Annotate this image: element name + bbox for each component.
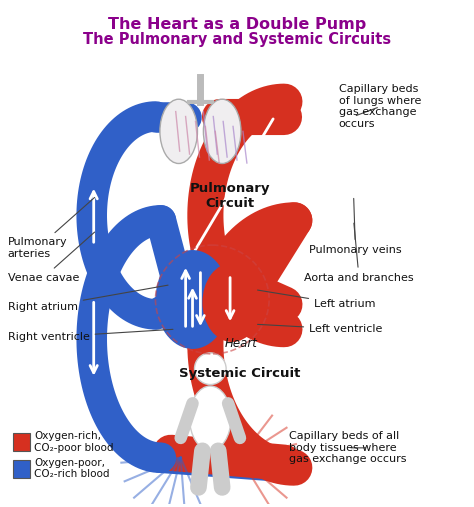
Text: Right ventricle: Right ventricle	[8, 330, 173, 342]
Text: Aorta and branches: Aorta and branches	[304, 223, 414, 283]
Ellipse shape	[155, 250, 229, 349]
Ellipse shape	[160, 99, 198, 163]
Text: Oxygen-rich,
CO₂-poor blood: Oxygen-rich, CO₂-poor blood	[35, 431, 114, 453]
Bar	[13, 460, 30, 478]
Text: Capillary beds of all
body tissues where
gas exchange occurs: Capillary beds of all body tissues where…	[290, 431, 407, 464]
Circle shape	[194, 353, 226, 384]
Ellipse shape	[203, 99, 241, 163]
Text: Pulmonary
arteries: Pulmonary arteries	[8, 198, 95, 259]
Text: Capillary beds
of lungs where
gas exchange
occurs: Capillary beds of lungs where gas exchan…	[339, 84, 421, 129]
Text: Oxygen-poor,
CO₂-rich blood: Oxygen-poor, CO₂-rich blood	[35, 458, 110, 480]
Ellipse shape	[202, 263, 262, 342]
Text: The Heart as a Double Pump: The Heart as a Double Pump	[108, 17, 366, 31]
Text: Left atrium: Left atrium	[257, 290, 375, 309]
Text: Pulmonary
Circuit: Pulmonary Circuit	[190, 182, 270, 209]
Text: The Pulmonary and Systemic Circuits: The Pulmonary and Systemic Circuits	[83, 32, 391, 48]
Text: Venae cavae: Venae cavae	[8, 232, 95, 283]
Text: Systemic Circuit: Systemic Circuit	[179, 367, 301, 380]
Ellipse shape	[190, 386, 231, 450]
Bar	[13, 433, 30, 451]
Text: Right atrium: Right atrium	[8, 285, 168, 312]
Text: Left ventricle: Left ventricle	[257, 324, 383, 334]
Text: Pulmonary veins: Pulmonary veins	[309, 198, 402, 255]
Text: Heart: Heart	[225, 338, 258, 350]
